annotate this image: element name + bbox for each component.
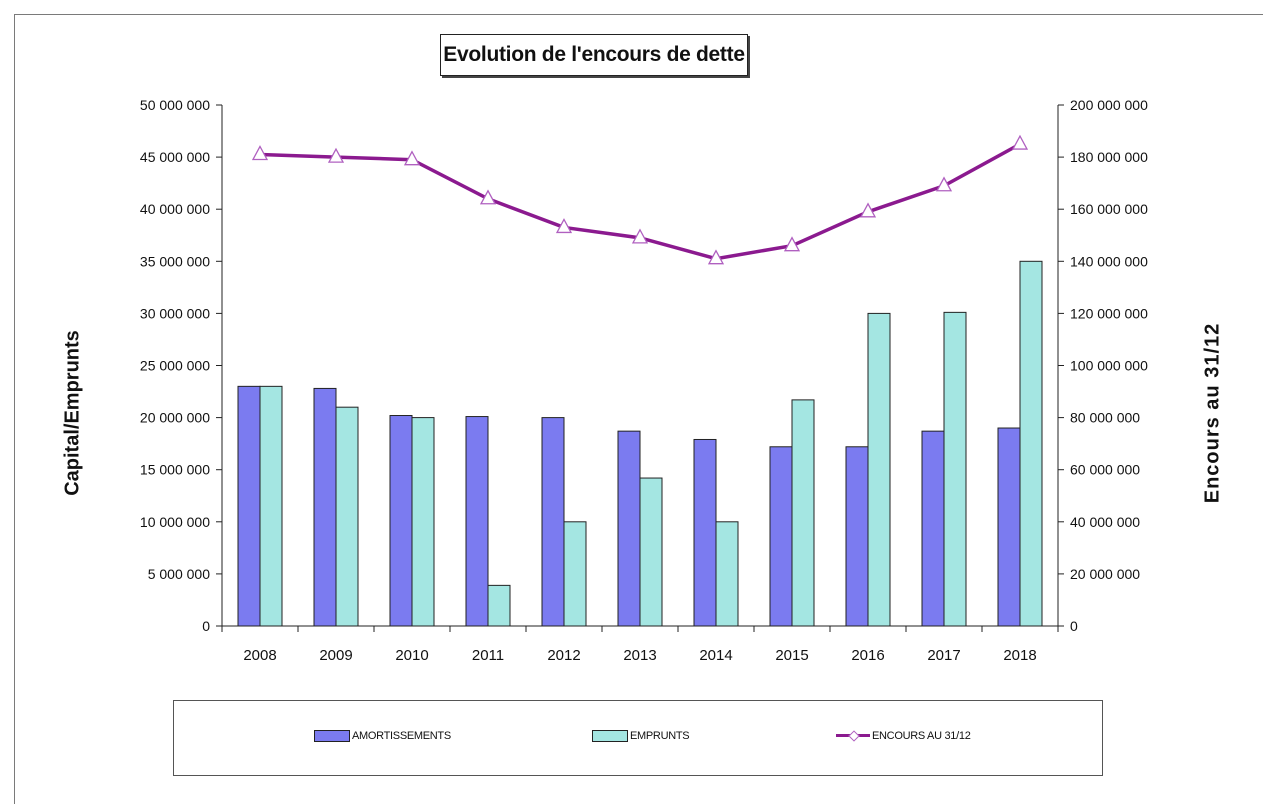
point-encours xyxy=(1011,134,1029,150)
x-tick-label: 2014 xyxy=(699,647,732,664)
bar-emprunts xyxy=(487,584,511,627)
point-encours xyxy=(859,202,877,218)
bar-amortissements xyxy=(997,427,1021,627)
x-tick-label: 2009 xyxy=(319,647,352,664)
legend-label-amortissements: AMORTISSEMENTS xyxy=(352,730,451,742)
legend-label-encours: ENCOURS AU 31/12 xyxy=(872,730,971,742)
y-left-tick-label: 0 xyxy=(202,618,210,634)
y-right-tick-label: 200 000 000 xyxy=(1070,97,1148,113)
bar-amortissements xyxy=(845,446,869,627)
bar-emprunts xyxy=(563,521,587,627)
legend-swatch-encours xyxy=(836,731,870,741)
y-right-tick-label: 20 000 000 xyxy=(1070,566,1140,582)
bar-emprunts xyxy=(943,311,967,627)
bar-emprunts xyxy=(259,385,283,627)
legend-label-emprunts: EMPRUNTS xyxy=(630,730,690,742)
bar-amortissements xyxy=(313,387,337,627)
bar-emprunts xyxy=(335,406,359,627)
y-right-tick-label: 120 000 000 xyxy=(1070,305,1148,321)
point-encours xyxy=(631,228,649,244)
legend-item-encours: ENCOURS AU 31/12 xyxy=(836,730,971,742)
legend: AMORTISSEMENTS EMPRUNTS ENCOURS AU 31/12 xyxy=(173,700,1103,776)
bar-amortissements xyxy=(541,417,565,627)
x-tick-label: 2018 xyxy=(1003,647,1036,664)
y-left-tick-label: 35 000 000 xyxy=(140,253,210,269)
y-right-tick-label: 40 000 000 xyxy=(1070,514,1140,530)
bar-emprunts xyxy=(411,417,435,627)
point-encours xyxy=(403,150,421,166)
bar-emprunts xyxy=(639,477,663,627)
y-left-tick-label: 20 000 000 xyxy=(140,410,210,426)
legend-item-emprunts: EMPRUNTS xyxy=(592,730,690,742)
y-left-tick-label: 10 000 000 xyxy=(140,514,210,530)
point-encours xyxy=(935,176,953,192)
bar-amortissements xyxy=(237,385,261,627)
bar-emprunts xyxy=(1019,260,1043,627)
bar-emprunts xyxy=(791,399,815,627)
y-right-tick-label: 100 000 000 xyxy=(1070,358,1148,374)
point-encours xyxy=(555,218,573,234)
y-right-tick-label: 0 xyxy=(1070,618,1078,634)
point-encours xyxy=(251,145,269,161)
y-left-tick-label: 50 000 000 xyxy=(140,97,210,113)
point-encours xyxy=(707,249,725,265)
chart-plot-area: 0 5 000 000 10 000 000 15 000 000 20 000 000… xyxy=(140,97,1148,664)
y-right-tick-label: 160 000 000 xyxy=(1070,201,1148,217)
point-encours xyxy=(783,236,801,252)
point-encours xyxy=(479,189,497,205)
x-tick-label: 2011 xyxy=(472,647,504,664)
bar-amortissements xyxy=(921,430,945,627)
x-tick-label: 2016 xyxy=(851,647,884,664)
legend-swatch-amortissements xyxy=(314,730,350,742)
y-right-tick-label: 80 000 000 xyxy=(1070,410,1140,426)
y-left-tick-label: 30 000 000 xyxy=(140,305,210,321)
y-left-tick-label: 25 000 000 xyxy=(140,358,210,374)
bar-amortissements xyxy=(465,416,489,627)
bar-amortissements xyxy=(389,415,413,627)
y-right-tick-label: 60 000 000 xyxy=(1070,462,1140,478)
bar-amortissements xyxy=(693,438,717,627)
x-tick-label: 2017 xyxy=(927,647,960,664)
y-left-tick-label: 5 000 000 xyxy=(148,566,210,582)
y-right-tick-label: 180 000 000 xyxy=(1070,149,1148,165)
x-tick-label: 2010 xyxy=(395,647,428,664)
chart-title: Evolution de l'encours de dette xyxy=(440,34,748,76)
legend-swatch-emprunts xyxy=(592,730,628,742)
bar-emprunts xyxy=(867,312,891,627)
legend-item-amortissements: AMORTISSEMENTS xyxy=(314,730,451,742)
chart-frame xyxy=(14,14,1263,804)
x-tick-label: 2013 xyxy=(623,647,656,664)
x-tick-label: 2012 xyxy=(547,647,580,664)
y-left-tick-label: 45 000 000 xyxy=(140,149,210,165)
x-tick-label: 2008 xyxy=(243,647,276,664)
x-tick-label: 2015 xyxy=(775,647,808,664)
point-encours xyxy=(327,147,345,163)
y-right-tick-label: 140 000 000 xyxy=(1070,253,1148,269)
bar-emprunts xyxy=(715,521,739,627)
bar-amortissements xyxy=(617,430,641,627)
bar-amortissements xyxy=(769,446,793,627)
y-left-tick-label: 40 000 000 xyxy=(140,201,210,217)
y-left-tick-label: 15 000 000 xyxy=(140,462,210,478)
